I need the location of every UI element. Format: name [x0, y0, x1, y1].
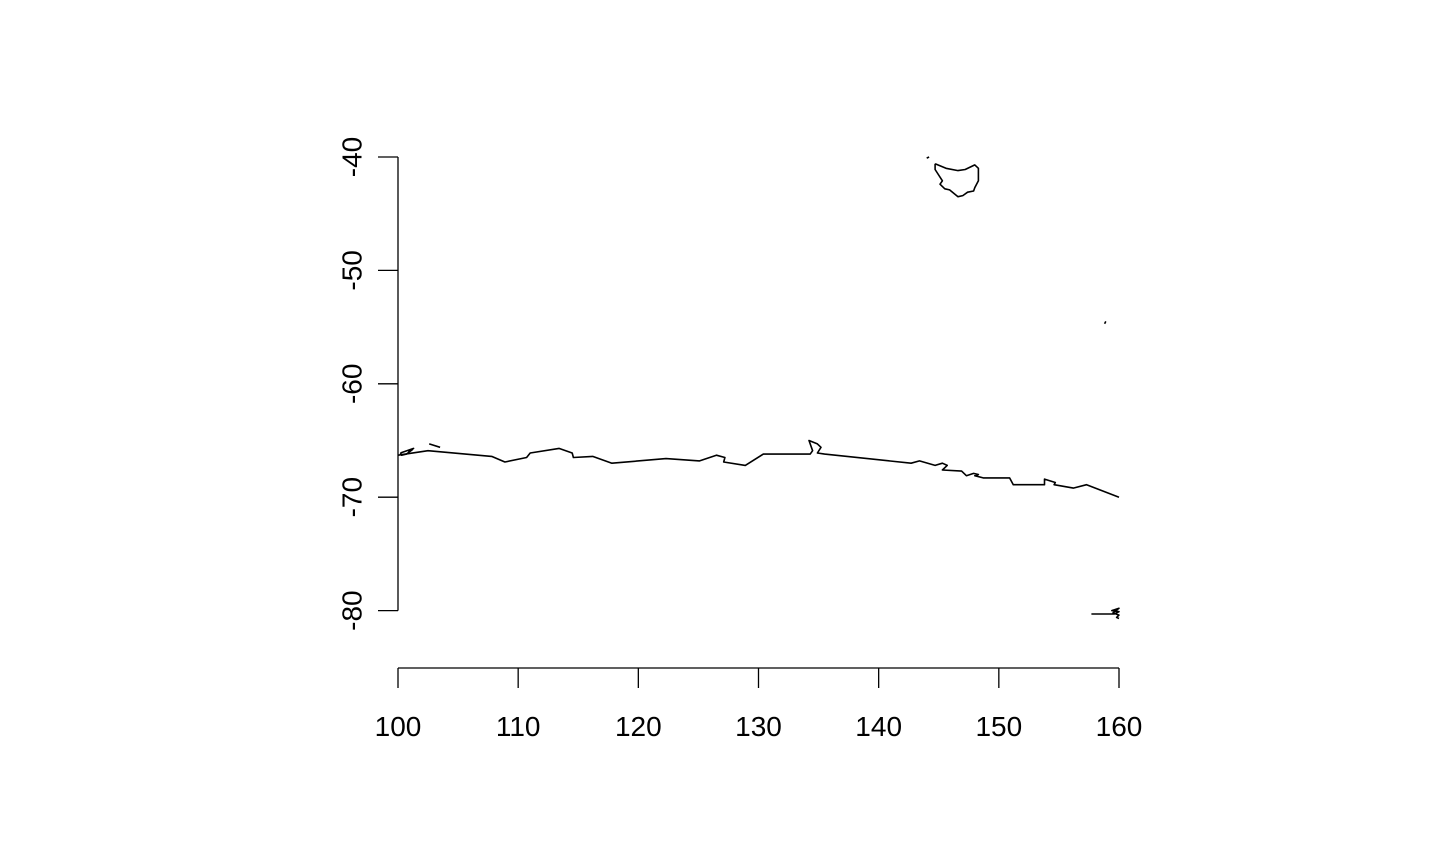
x-tick-label: 130: [735, 711, 782, 742]
y-tick-label: -80: [337, 590, 368, 630]
y-tick-label: -40: [337, 137, 368, 177]
macquarie-island: [1103, 321, 1107, 325]
antarctic-island-west: [399, 447, 415, 456]
y-tick-label: -50: [337, 250, 368, 290]
x-tick-label: 110: [496, 711, 541, 742]
x-axis: 100 110 120 130 140 150 160: [375, 667, 1143, 742]
antarctic-coastline: [397, 439, 1120, 498]
tasmania-islet: [926, 156, 930, 159]
antarctic-island-west-2: [428, 443, 441, 449]
y-tick-label: -60: [337, 364, 368, 404]
x-tick-label: 140: [855, 711, 902, 742]
y-axis: -40 -50 -60 -70 -80: [337, 137, 399, 631]
x-tick-label: 160: [1096, 711, 1143, 742]
y-tick-label: -70: [337, 477, 368, 517]
x-tick-label: 120: [615, 711, 662, 742]
tasmania: [934, 163, 980, 198]
x-tick-label: 100: [375, 711, 422, 742]
x-tick-label: 150: [975, 711, 1022, 742]
coastline-layer: [397, 156, 1120, 620]
ross-ice-shelf-edge: [1091, 607, 1120, 620]
